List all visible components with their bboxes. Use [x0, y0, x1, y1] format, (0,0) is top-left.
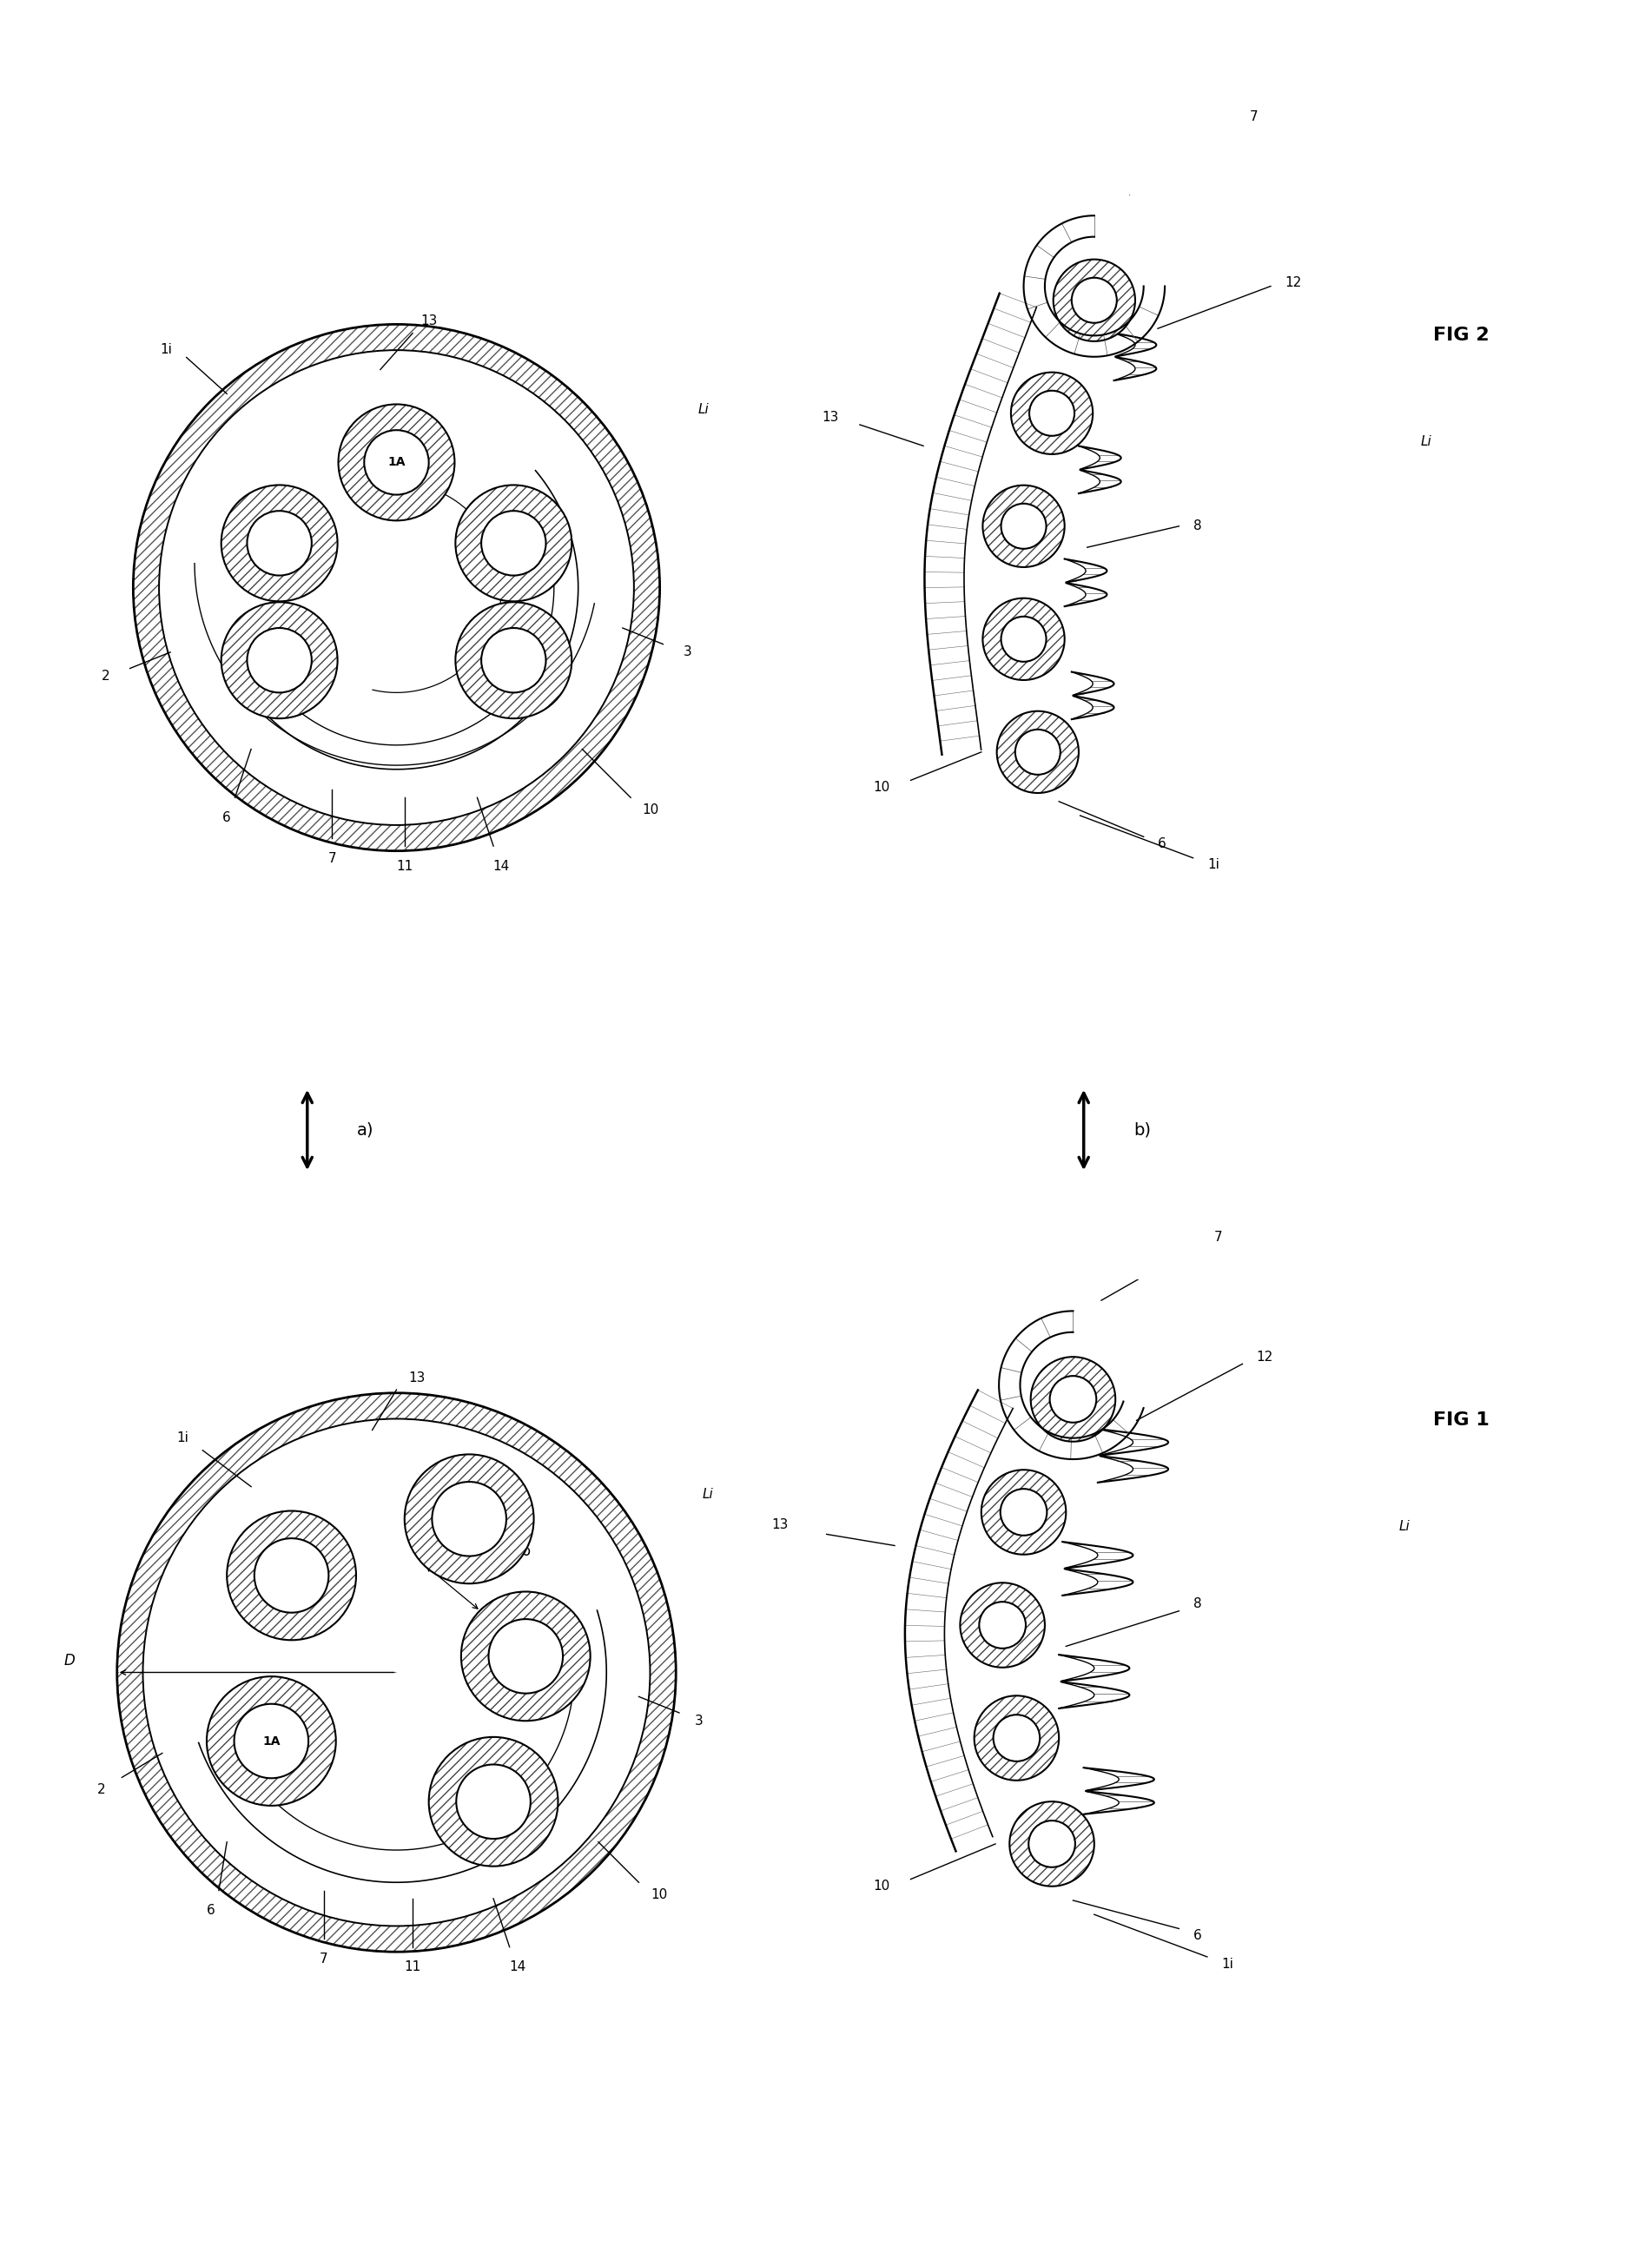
Text: D: D — [64, 1652, 74, 1668]
Text: FIG 2: FIG 2 — [1434, 328, 1490, 344]
Text: Li: Li — [702, 1487, 714, 1501]
Text: 3: 3 — [695, 1715, 704, 1727]
Circle shape — [983, 599, 1064, 680]
Text: 12: 12 — [1257, 1351, 1274, 1363]
Circle shape — [1001, 1489, 1047, 1535]
Circle shape — [489, 1618, 563, 1693]
Text: d: d — [522, 1686, 530, 1700]
Text: 14: 14 — [509, 1962, 525, 1973]
Circle shape — [1016, 730, 1061, 775]
Text: 10: 10 — [643, 802, 659, 816]
Circle shape — [235, 1704, 309, 1779]
Text: 1i: 1i — [177, 1431, 188, 1444]
Text: 10: 10 — [872, 782, 889, 793]
Text: 2: 2 — [97, 1783, 106, 1797]
Text: a): a) — [357, 1121, 373, 1139]
Circle shape — [1009, 1801, 1094, 1887]
Text: 11: 11 — [405, 1962, 421, 1973]
Text: 11: 11 — [396, 859, 413, 872]
Circle shape — [456, 601, 572, 719]
Text: 6: 6 — [206, 1905, 215, 1916]
Text: b): b) — [1133, 1121, 1151, 1139]
Text: 1A: 1A — [263, 1736, 281, 1747]
Text: 8: 8 — [1193, 520, 1201, 533]
Text: 10: 10 — [872, 1880, 889, 1894]
Text: Li: Li — [697, 402, 709, 416]
Circle shape — [159, 350, 634, 825]
Circle shape — [980, 1602, 1026, 1648]
Text: Li: Li — [1421, 434, 1432, 447]
Text: 6: 6 — [1158, 836, 1166, 850]
Circle shape — [1049, 1376, 1097, 1422]
Text: 3: 3 — [682, 646, 692, 658]
Circle shape — [248, 628, 312, 692]
Text: δ: δ — [522, 1544, 530, 1559]
Text: 8: 8 — [1193, 1598, 1201, 1611]
Circle shape — [1001, 504, 1046, 549]
Circle shape — [206, 1677, 335, 1806]
Circle shape — [1011, 373, 1094, 454]
Circle shape — [221, 601, 337, 719]
Text: 12: 12 — [1285, 276, 1302, 289]
Circle shape — [1029, 1822, 1075, 1867]
Circle shape — [960, 1582, 1044, 1668]
Circle shape — [254, 1539, 329, 1614]
Text: 7: 7 — [1249, 111, 1257, 124]
Text: 7: 7 — [327, 852, 335, 866]
Text: 7: 7 — [1214, 1229, 1222, 1243]
Text: Li: Li — [1399, 1519, 1411, 1532]
Text: 2: 2 — [101, 669, 111, 683]
Text: 13: 13 — [771, 1519, 788, 1530]
Circle shape — [1001, 617, 1046, 662]
Text: 1i: 1i — [1208, 859, 1219, 872]
Circle shape — [1029, 391, 1074, 436]
Circle shape — [481, 628, 545, 692]
Text: FIG 1: FIG 1 — [1434, 1412, 1490, 1428]
Text: 14: 14 — [492, 859, 510, 872]
Circle shape — [481, 511, 545, 576]
Text: 10: 10 — [651, 1887, 667, 1901]
Circle shape — [993, 1715, 1039, 1761]
Circle shape — [996, 712, 1079, 793]
Circle shape — [1072, 278, 1117, 323]
Text: 6: 6 — [1193, 1930, 1201, 1941]
Circle shape — [456, 486, 572, 601]
Circle shape — [248, 511, 312, 576]
Circle shape — [226, 1512, 357, 1641]
Text: 1A: 1A — [388, 457, 405, 468]
Circle shape — [461, 1591, 590, 1720]
Text: 7: 7 — [319, 1953, 329, 1966]
Circle shape — [433, 1483, 506, 1557]
Text: 6: 6 — [223, 811, 231, 825]
Text: 1i: 1i — [160, 344, 172, 355]
Circle shape — [983, 486, 1064, 567]
Text: 13: 13 — [420, 314, 438, 328]
Circle shape — [339, 405, 454, 520]
Circle shape — [981, 1469, 1066, 1555]
Circle shape — [363, 429, 430, 495]
Circle shape — [1031, 1356, 1115, 1442]
Circle shape — [1054, 260, 1135, 341]
Circle shape — [975, 1695, 1059, 1781]
Text: 13: 13 — [821, 411, 839, 425]
Text: 13: 13 — [408, 1372, 425, 1383]
Text: 1i: 1i — [1221, 1957, 1234, 1971]
Circle shape — [456, 1765, 530, 1840]
Circle shape — [405, 1455, 534, 1584]
Circle shape — [221, 486, 337, 601]
Circle shape — [117, 1392, 676, 1953]
Circle shape — [134, 323, 659, 852]
Circle shape — [430, 1738, 558, 1867]
Circle shape — [142, 1419, 651, 1926]
